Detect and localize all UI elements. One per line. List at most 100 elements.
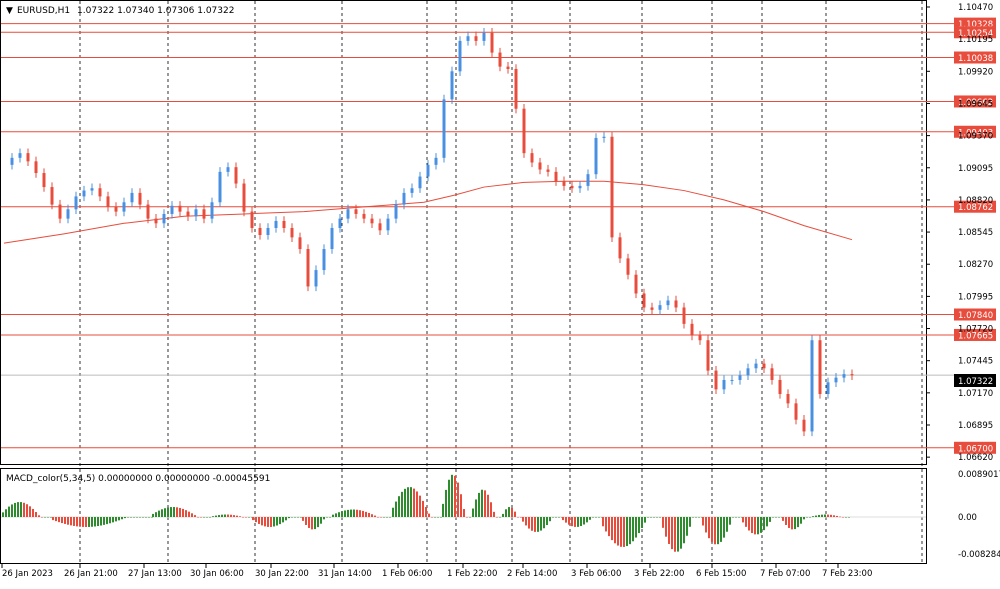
candle-body-72 bbox=[578, 185, 582, 189]
ma-line bbox=[3, 180, 853, 244]
macd-bar-208 bbox=[614, 517, 616, 544]
level-tag-6 bbox=[954, 308, 996, 321]
macd-bar-274 bbox=[806, 517, 808, 518]
time-label-3: 30 Jan 06:00 bbox=[190, 569, 244, 579]
macd-bar-244 bbox=[720, 517, 722, 542]
macd-bar-169 bbox=[502, 513, 504, 517]
moving-average bbox=[3, 180, 853, 244]
macd-bar-76 bbox=[227, 514, 229, 517]
macd-bar-176 bbox=[522, 517, 524, 522]
macd-bar-99 bbox=[294, 517, 296, 518]
macd-bar-20 bbox=[61, 517, 63, 524]
macd-bar-0 bbox=[2, 512, 4, 517]
macd-bar-89 bbox=[264, 517, 266, 527]
macd-bar-178 bbox=[528, 517, 530, 529]
macd-bar-218 bbox=[644, 517, 646, 523]
macd-bar-88 bbox=[261, 517, 263, 526]
candle-body-34 bbox=[274, 220, 278, 228]
candle-body-2 bbox=[18, 153, 22, 158]
candle-body-8 bbox=[66, 209, 70, 219]
candle-body-73 bbox=[586, 174, 590, 186]
macd-bar-125 bbox=[371, 514, 373, 517]
macd-bar-231 bbox=[683, 517, 685, 544]
macd-bar-232 bbox=[686, 517, 688, 536]
ohlc-label: 1.07322 1.07340 1.07306 1.07322 bbox=[77, 6, 234, 16]
candle-body-57 bbox=[458, 40, 462, 72]
macd-bar-185 bbox=[549, 517, 551, 522]
macd-bar-220 bbox=[650, 517, 652, 518]
macd-bar-239 bbox=[705, 517, 707, 533]
time-label-6: 1 Feb 06:00 bbox=[382, 569, 432, 579]
macd-bar-124 bbox=[368, 512, 370, 517]
candle-body-84 bbox=[674, 300, 678, 308]
macd-bar-180 bbox=[534, 517, 536, 532]
macd-bar-282 bbox=[830, 514, 832, 517]
candle-body-55 bbox=[442, 99, 446, 158]
macd-bar-281 bbox=[827, 514, 829, 517]
candle-body-89 bbox=[714, 370, 718, 390]
macd-bar-250 bbox=[738, 517, 740, 518]
candle-body-24 bbox=[194, 209, 198, 217]
macd-bar-142 bbox=[422, 500, 424, 517]
candle-body-83 bbox=[666, 300, 670, 306]
candle-body-104 bbox=[834, 377, 838, 383]
macd-bar-75 bbox=[224, 514, 226, 517]
candle-body-62 bbox=[498, 52, 502, 67]
macd-bar-267 bbox=[785, 517, 787, 525]
candle-body-42 bbox=[338, 218, 342, 228]
macd-bar-13 bbox=[41, 517, 43, 518]
price-tick-label-14: 1.06620 bbox=[958, 453, 993, 463]
candle-body-4 bbox=[34, 161, 38, 174]
candle-body-30 bbox=[242, 183, 246, 212]
candle-body-78 bbox=[626, 258, 630, 275]
macd-bar-164 bbox=[487, 494, 489, 517]
candle-body-54 bbox=[434, 157, 438, 165]
macd-bar-21 bbox=[64, 517, 66, 524]
macd-bar-255 bbox=[751, 517, 753, 534]
macd-bar-14 bbox=[44, 517, 46, 518]
macd-bar-199 bbox=[589, 517, 591, 520]
macd-bar-32 bbox=[97, 517, 99, 527]
current-price-tag bbox=[954, 374, 996, 387]
macd-bar-72 bbox=[215, 515, 217, 517]
macd-bar-252 bbox=[742, 517, 744, 523]
candle-body-65 bbox=[522, 108, 526, 154]
candle-body-68 bbox=[546, 169, 550, 172]
collapse-triangle-icon[interactable]: ▼ bbox=[6, 6, 13, 16]
macd-bar-236 bbox=[698, 517, 700, 518]
candle-body-45 bbox=[362, 213, 366, 219]
macd-bar-175 bbox=[520, 517, 522, 518]
candle-body-36 bbox=[290, 227, 294, 238]
macd-bar-100 bbox=[297, 517, 299, 518]
macd-bar-8 bbox=[26, 504, 28, 517]
macd-bar-152 bbox=[451, 474, 453, 517]
candle-body-56 bbox=[450, 71, 454, 100]
macd-bar-283 bbox=[833, 515, 835, 517]
macd-bar-140 bbox=[416, 491, 418, 517]
macd-bar-245 bbox=[723, 517, 725, 538]
macd-bar-207 bbox=[611, 517, 613, 541]
candle-body-58 bbox=[466, 36, 470, 41]
macd-bar-47 bbox=[142, 517, 144, 518]
candle-body-18 bbox=[146, 204, 150, 219]
candle-body-50 bbox=[402, 192, 406, 205]
level-tag-text-8: 1.06700 bbox=[958, 444, 993, 454]
macd-bar-166 bbox=[493, 511, 495, 517]
macd-bar-93 bbox=[276, 517, 278, 526]
candle-body-39 bbox=[314, 270, 318, 287]
macd-bar-80 bbox=[239, 516, 241, 517]
candle-body-105 bbox=[842, 374, 846, 378]
candle-body-3 bbox=[26, 153, 30, 162]
macd-bar-276 bbox=[812, 516, 814, 517]
candle-body-19 bbox=[154, 218, 158, 224]
price-tick-label-0: 1.10470 bbox=[958, 3, 993, 13]
macd-bar-34 bbox=[103, 517, 105, 525]
macd-bar-280 bbox=[824, 514, 826, 517]
macd-bar-7 bbox=[23, 502, 25, 517]
candle-body-20 bbox=[162, 213, 166, 224]
time-label-4: 30 Jan 22:00 bbox=[255, 569, 309, 579]
time-label-13: 7 Feb 23:00 bbox=[822, 569, 872, 579]
